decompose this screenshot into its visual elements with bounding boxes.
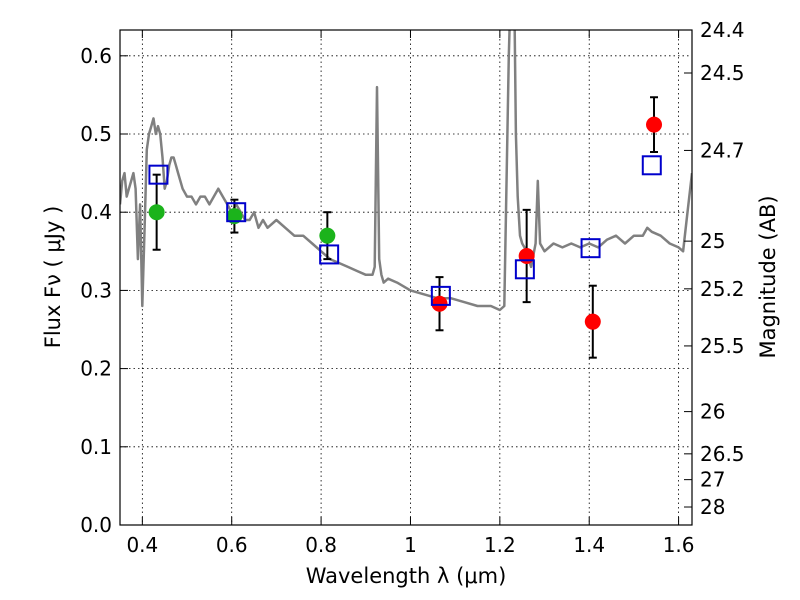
x-tick-label: 0.4 [126, 533, 158, 557]
x-tick-label: 0.8 [305, 533, 337, 557]
grid-lines [120, 30, 692, 526]
y-tick-label: 0.0 [80, 513, 112, 537]
x-axis-title: Wavelength λ (μm) [306, 564, 507, 588]
y-tick-label: 0.6 [80, 44, 112, 68]
model-point [514, 259, 535, 280]
model-point [430, 285, 451, 306]
y2-tick-label: 24.5 [700, 61, 745, 85]
plot-frame [119, 29, 693, 526]
x-tick-label: 1.6 [663, 533, 695, 557]
x-tick-label: 1.4 [573, 533, 605, 557]
model-point [148, 164, 169, 185]
x-axis-ticks: 0.4 0.6 0.8 1 1.2 1.4 1.6 [126, 30, 695, 557]
y2-tick-label: 26.5 [700, 442, 745, 466]
y-tick-label: 0.5 [80, 122, 112, 146]
x-tick-label: 1.2 [484, 533, 516, 557]
error-bars [152, 96, 659, 359]
y-tick-label: 0.4 [80, 200, 112, 224]
model-point [641, 155, 662, 176]
y2-axis-ticks: 24.4 24.5 24.7 25 25.2 25.5 26 26.527 28 [684, 18, 745, 519]
x-tick-label: 1 [404, 533, 417, 557]
data-point [226, 208, 243, 225]
model-point [226, 202, 247, 223]
y2-axis-title: Magnitude (AB) [756, 195, 780, 358]
data-point [584, 313, 601, 330]
y2-tick-label: 25.2 [700, 277, 745, 301]
data-point [319, 227, 336, 244]
y2-tick-label: 28 [700, 495, 725, 519]
x-tick-label: 0.6 [216, 533, 248, 557]
y-tick-label: 0.3 [80, 278, 112, 302]
data-point [646, 116, 663, 133]
y-axis-title: Flux Fν ( μJy ) [41, 206, 65, 349]
model-point [580, 238, 601, 259]
y-tick-label: 0.2 [80, 357, 112, 381]
y2-tick-label: 26 [700, 400, 725, 424]
model-point [319, 244, 340, 265]
data-point [518, 247, 535, 264]
photometry-markers [148, 116, 663, 330]
y2-tick-label: 25.5 [700, 334, 745, 358]
y2-tick-label: 27 [700, 468, 725, 492]
data-point [431, 295, 448, 312]
y2-tick-label: 24.7 [700, 138, 745, 162]
data-point [148, 204, 165, 221]
spectrum-line [120, 30, 692, 312]
y-axis-ticks: 0.0 0.1 0.2 0.3 0.4 0.5 0.6 [80, 44, 128, 537]
y2-tick-label: 25 [700, 229, 725, 253]
model-spectrum [120, 30, 692, 312]
y2-tick-label: 24.4 [700, 18, 745, 42]
y-tick-label: 0.1 [80, 435, 112, 459]
